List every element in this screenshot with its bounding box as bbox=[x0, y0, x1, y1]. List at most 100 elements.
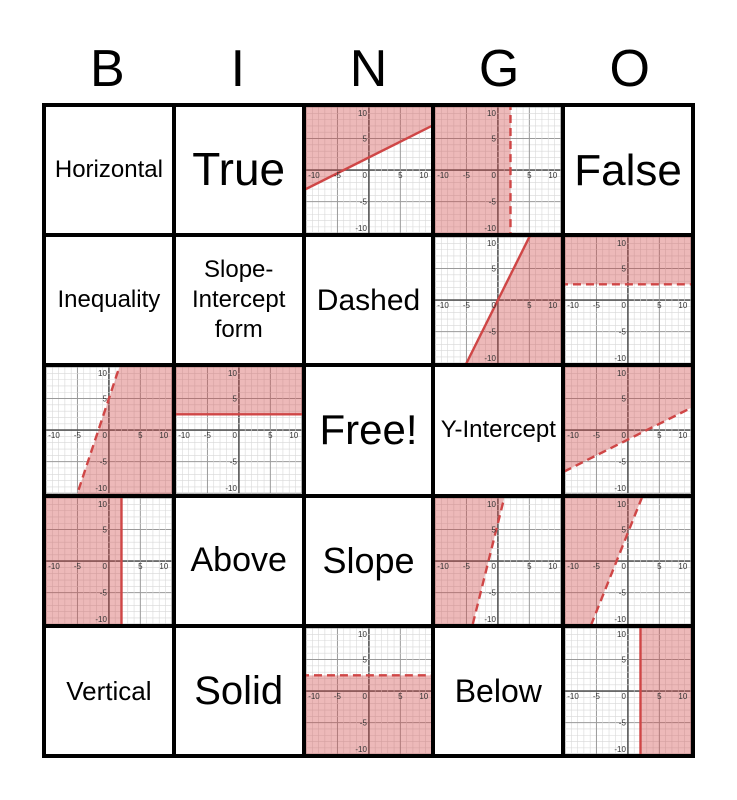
cell-graph-r3c2[interactable]: -10 -5 0 5 10 10 5 -5 -10 bbox=[175, 367, 302, 494]
cell-inequality[interactable]: Inequality bbox=[46, 237, 172, 364]
svg-text:-10: -10 bbox=[485, 615, 497, 624]
cell-graph-r4c1[interactable]: -10 -5 0 5 10 10 5 -5 -10 bbox=[46, 497, 172, 624]
svg-text:-10: -10 bbox=[355, 745, 367, 754]
svg-text:-10: -10 bbox=[308, 171, 320, 180]
svg-text:5: 5 bbox=[622, 395, 627, 404]
svg-text:0: 0 bbox=[362, 171, 367, 180]
svg-text:10: 10 bbox=[549, 171, 558, 180]
svg-text:-10: -10 bbox=[615, 615, 627, 624]
cell-true[interactable]: True bbox=[175, 107, 302, 234]
cell-horizontal[interactable]: Horizontal bbox=[46, 107, 172, 234]
cell-graph-r1c4[interactable]: -10 -5 0 5 10 10 5 -5 -10 bbox=[435, 107, 562, 234]
svg-text:-10: -10 bbox=[567, 692, 579, 701]
inequality-graph: -10 -5 0 5 10 10 5 -5 -10 bbox=[305, 627, 432, 754]
svg-text:0: 0 bbox=[102, 431, 107, 440]
cell-above[interactable]: Above bbox=[175, 497, 302, 624]
svg-text:10: 10 bbox=[419, 692, 428, 701]
svg-text:5: 5 bbox=[657, 692, 662, 701]
svg-text:10: 10 bbox=[358, 630, 367, 639]
svg-text:0: 0 bbox=[622, 431, 627, 440]
svg-text:-5: -5 bbox=[619, 718, 627, 727]
title-letter-o: O bbox=[609, 40, 650, 98]
svg-text:0: 0 bbox=[622, 562, 627, 571]
svg-text:-10: -10 bbox=[355, 224, 367, 233]
svg-text:10: 10 bbox=[228, 369, 237, 378]
cell-label: Free! bbox=[319, 406, 418, 454]
svg-text:10: 10 bbox=[358, 109, 367, 118]
inequality-graph: -10 -5 0 5 10 10 5 -5 -10 bbox=[175, 367, 302, 494]
cell-graph-r3c1[interactable]: -10 -5 0 5 10 10 5 -5 -10 bbox=[46, 367, 172, 494]
inequality-graph: -10 -5 0 5 10 10 5 -5 -10 bbox=[565, 367, 691, 494]
cell-below[interactable]: Below bbox=[435, 627, 562, 754]
svg-text:5: 5 bbox=[622, 265, 627, 274]
svg-text:5: 5 bbox=[528, 562, 533, 571]
inequality-graph: -10 -5 0 5 10 10 5 -5 -10 bbox=[435, 107, 562, 234]
svg-text:-10: -10 bbox=[615, 354, 627, 363]
svg-text:10: 10 bbox=[617, 630, 626, 639]
cell-label: Below bbox=[454, 672, 542, 709]
svg-text:5: 5 bbox=[398, 692, 403, 701]
svg-text:-10: -10 bbox=[225, 485, 237, 494]
svg-text:5: 5 bbox=[362, 655, 367, 664]
svg-text:10: 10 bbox=[487, 109, 496, 118]
cell-solid[interactable]: Solid bbox=[175, 627, 302, 754]
svg-text:5: 5 bbox=[102, 395, 107, 404]
bingo-title: B I N G O bbox=[42, 0, 695, 103]
cell-dashed[interactable]: Dashed bbox=[305, 237, 432, 364]
svg-text:5: 5 bbox=[362, 135, 367, 144]
cell-y-intercept[interactable]: Y-Intercept bbox=[435, 367, 562, 494]
svg-text:-5: -5 bbox=[489, 588, 497, 597]
svg-text:0: 0 bbox=[622, 692, 627, 701]
svg-text:-10: -10 bbox=[485, 224, 497, 233]
svg-text:-5: -5 bbox=[230, 458, 238, 467]
cell-slope[interactable]: Slope bbox=[305, 497, 432, 624]
svg-text:-5: -5 bbox=[593, 431, 601, 440]
svg-text:-5: -5 bbox=[333, 171, 341, 180]
cell-free[interactable]: Free! bbox=[305, 367, 432, 494]
svg-text:-10: -10 bbox=[567, 431, 579, 440]
svg-text:-10: -10 bbox=[48, 431, 60, 440]
svg-text:5: 5 bbox=[138, 562, 143, 571]
inequality-graph: -10 -5 0 5 10 10 5 -5 -10 bbox=[46, 497, 172, 624]
svg-text:5: 5 bbox=[528, 301, 533, 310]
cell-label: Solid bbox=[194, 668, 284, 713]
svg-text:5: 5 bbox=[102, 525, 107, 534]
svg-text:0: 0 bbox=[622, 301, 627, 310]
cell-graph-r3c5[interactable]: -10 -5 0 5 10 10 5 -5 -10 bbox=[565, 367, 691, 494]
svg-text:10: 10 bbox=[679, 562, 688, 571]
cell-label: Above bbox=[190, 541, 287, 580]
svg-text:-5: -5 bbox=[463, 301, 471, 310]
cell-graph-r2c4[interactable]: -10 -5 0 5 10 10 5 -5 -10 bbox=[435, 237, 562, 364]
cell-graph-r4c4[interactable]: -10 -5 0 5 10 10 5 -5 -10 bbox=[435, 497, 562, 624]
inequality-graph: -10 -5 0 5 10 10 5 -5 -10 bbox=[46, 367, 172, 494]
svg-text:5: 5 bbox=[528, 171, 533, 180]
svg-text:10: 10 bbox=[98, 500, 107, 509]
svg-text:-5: -5 bbox=[619, 588, 627, 597]
cell-false[interactable]: False bbox=[565, 107, 691, 234]
svg-text:10: 10 bbox=[617, 239, 626, 248]
svg-text:10: 10 bbox=[679, 301, 688, 310]
cell-graph-r5c3[interactable]: -10 -5 0 5 10 10 5 -5 -10 bbox=[305, 627, 432, 754]
svg-text:-10: -10 bbox=[178, 431, 190, 440]
svg-text:-5: -5 bbox=[74, 562, 82, 571]
svg-text:-5: -5 bbox=[100, 458, 108, 467]
svg-text:5: 5 bbox=[398, 171, 403, 180]
svg-text:-10: -10 bbox=[567, 562, 579, 571]
svg-text:-10: -10 bbox=[615, 745, 627, 754]
cell-graph-r2c5[interactable]: -10 -5 0 5 10 10 5 -5 -10 bbox=[565, 237, 691, 364]
svg-text:5: 5 bbox=[492, 135, 497, 144]
svg-text:10: 10 bbox=[679, 431, 688, 440]
cell-label: Y-Intercept bbox=[440, 416, 556, 444]
svg-text:10: 10 bbox=[159, 431, 168, 440]
svg-text:-5: -5 bbox=[489, 198, 497, 207]
cell-graph-r5c5[interactable]: -10 -5 0 5 10 10 5 -5 -10 bbox=[565, 627, 691, 754]
svg-text:5: 5 bbox=[138, 431, 143, 440]
cell-slope-intercept-form[interactable]: Slope-Intercept form bbox=[175, 237, 302, 364]
cell-graph-r4c5[interactable]: -10 -5 0 5 10 10 5 -5 -10 bbox=[565, 497, 691, 624]
cell-vertical[interactable]: Vertical bbox=[46, 627, 172, 754]
svg-text:10: 10 bbox=[419, 171, 428, 180]
svg-text:5: 5 bbox=[232, 395, 237, 404]
cell-graph-r1c3[interactable]: -10 -5 0 5 10 10 5 -5 -10 bbox=[305, 107, 432, 234]
svg-text:5: 5 bbox=[492, 265, 497, 274]
svg-text:-5: -5 bbox=[100, 588, 108, 597]
